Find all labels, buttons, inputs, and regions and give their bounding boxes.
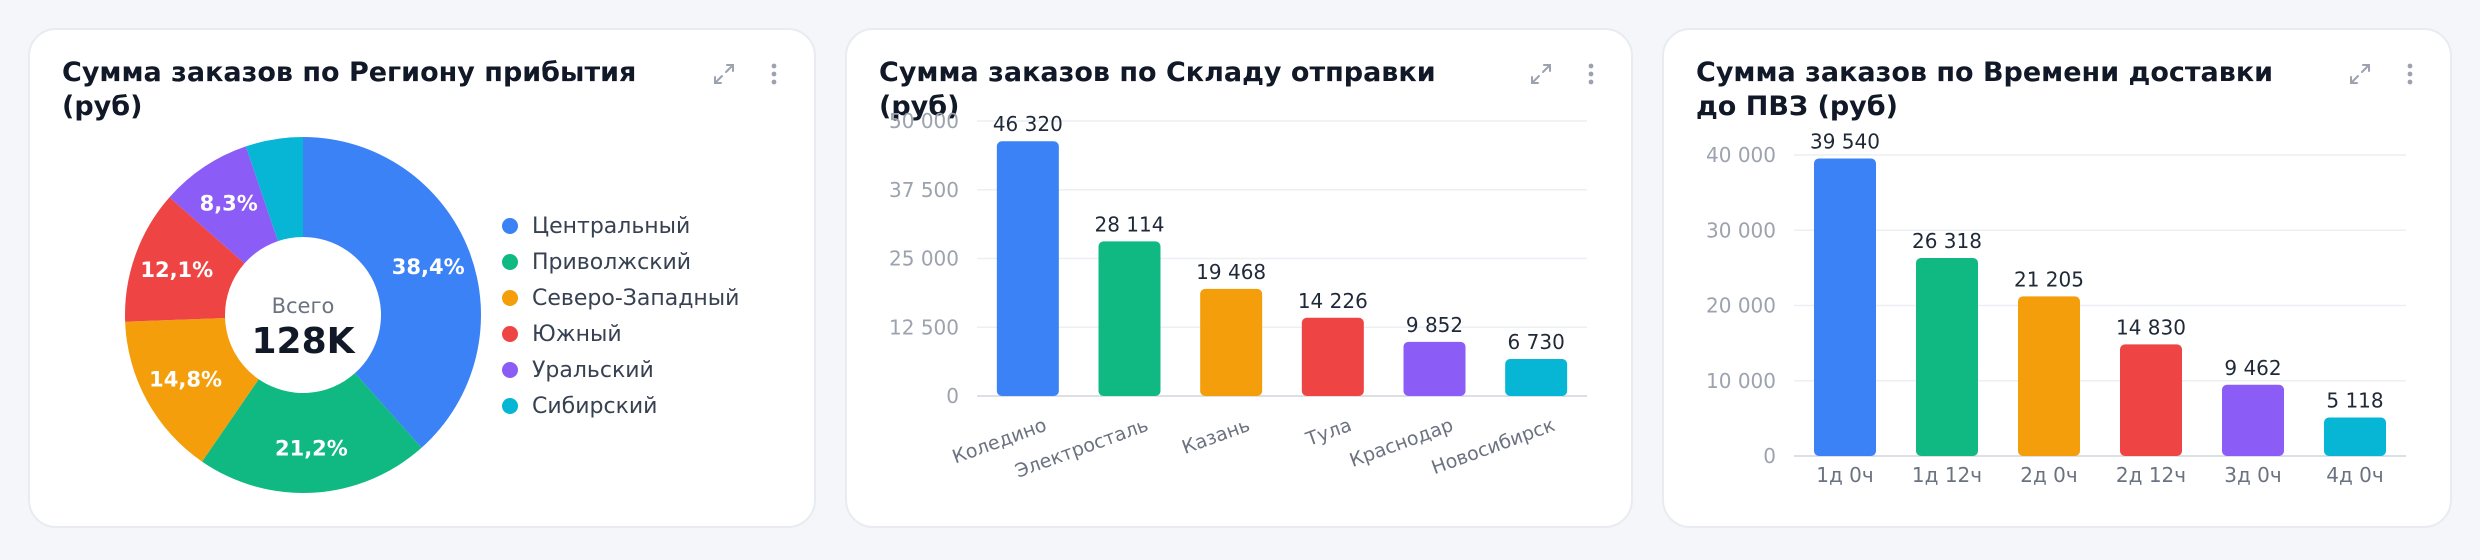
bar[interactable] bbox=[1403, 341, 1466, 396]
chart-legend: Центральный Приволжский Северо-Западный Южн… bbox=[502, 208, 739, 424]
slice-label: 12,1% bbox=[140, 258, 213, 282]
bar-value-label: 26 318 bbox=[1912, 229, 1982, 253]
expand-icon[interactable] bbox=[710, 60, 738, 88]
legend-swatch bbox=[502, 362, 518, 378]
bar[interactable] bbox=[1916, 257, 1978, 456]
donut-slice[interactable] bbox=[202, 373, 422, 493]
x-tick-label: 3д 0ч bbox=[2224, 463, 2281, 487]
legend-item[interactable]: Приволжский bbox=[502, 244, 739, 280]
bar-value-label: 39 540 bbox=[1810, 129, 1880, 153]
bar[interactable] bbox=[1814, 158, 1876, 457]
legend-label: Южный bbox=[532, 321, 622, 347]
bar-value-label: 21 205 bbox=[2014, 267, 2084, 291]
chart-card-region: Сумма заказов по Региону прибытия (руб) … bbox=[28, 28, 816, 528]
legend-swatch bbox=[502, 218, 518, 234]
donut-slice[interactable] bbox=[245, 137, 303, 242]
bar-value-label: 46 320 bbox=[993, 112, 1063, 136]
y-tick-label: 50 000 bbox=[889, 109, 959, 133]
bar[interactable] bbox=[1098, 241, 1161, 396]
bar-value-label: 9 462 bbox=[2224, 356, 2281, 380]
bar-value-label: 28 114 bbox=[1095, 212, 1165, 236]
legend-item[interactable]: Южный bbox=[502, 316, 739, 352]
bar-value-label: 19 468 bbox=[1196, 260, 1266, 284]
y-tick-label: 12 500 bbox=[889, 315, 959, 339]
y-tick-label: 0 bbox=[1763, 444, 1776, 468]
donut-center-label: Всего bbox=[272, 294, 335, 318]
slice-label: 14,8% bbox=[149, 368, 222, 392]
bar[interactable] bbox=[1200, 288, 1263, 396]
x-tick-label: 1д 12ч bbox=[1912, 463, 1982, 487]
legend-swatch bbox=[502, 398, 518, 414]
card-actions bbox=[2346, 60, 2424, 88]
bar[interactable] bbox=[1301, 317, 1364, 396]
chart-card-warehouse: Сумма заказов по Складу отправки (руб) 0… bbox=[845, 28, 1633, 528]
bar[interactable] bbox=[2120, 344, 2182, 456]
y-tick-label: 0 bbox=[946, 384, 959, 408]
y-tick-label: 20 000 bbox=[1706, 294, 1776, 318]
legend-label: Уральский bbox=[532, 357, 654, 383]
y-tick-label: 10 000 bbox=[1706, 369, 1776, 393]
bar-value-label: 6 730 bbox=[1508, 330, 1565, 354]
more-vertical-icon[interactable] bbox=[1577, 60, 1605, 88]
slice-label: 21,2% bbox=[275, 437, 348, 461]
slice-label: 8,3% bbox=[200, 191, 258, 215]
x-tick-label: 1д 0ч bbox=[1816, 463, 1873, 487]
legend-item[interactable]: Северо-Западный bbox=[502, 280, 739, 316]
donut-slice[interactable] bbox=[169, 146, 278, 264]
legend-swatch bbox=[502, 254, 518, 270]
expand-icon[interactable] bbox=[1527, 60, 1555, 88]
chart-card-delivery-time: Сумма заказов по Времени доставки до ПВЗ… bbox=[1662, 28, 2452, 528]
legend-swatch bbox=[502, 326, 518, 342]
donut-slice[interactable] bbox=[125, 197, 245, 322]
slice-label: 38,4% bbox=[392, 255, 465, 279]
legend-label: Северо-Западный bbox=[532, 285, 740, 311]
donut-chart: 38,4% 21,2% 14,8% 12,1% 8,3% Всего 128K bbox=[125, 137, 482, 493]
more-vertical-icon[interactable] bbox=[2396, 60, 2424, 88]
card-actions bbox=[710, 60, 788, 88]
y-tick-label: 25 000 bbox=[889, 247, 959, 271]
bar-value-label: 14 830 bbox=[2116, 315, 2186, 339]
y-tick-label: 40 000 bbox=[1706, 143, 1776, 167]
x-tick-label: 4д 0ч bbox=[2326, 463, 2383, 487]
chart-title: Сумма заказов по Времени доставки до ПВЗ… bbox=[1696, 57, 2274, 122]
bar[interactable] bbox=[1505, 358, 1568, 396]
expand-icon[interactable] bbox=[2346, 60, 2374, 88]
legend-label: Центральный bbox=[532, 213, 691, 239]
bar-chart: 0 10 000 20 000 30 000 40 000 39 540 1д 0ч 26 3… bbox=[1706, 129, 2406, 487]
donut-center-value: 128K bbox=[251, 321, 355, 362]
legend-label: Приволжский bbox=[532, 249, 692, 275]
x-tick-label: 2д 12ч bbox=[2116, 463, 2186, 487]
x-tick-label: Казань bbox=[1179, 414, 1253, 459]
bar-value-label: 5 118 bbox=[2326, 388, 2383, 412]
donut-slice[interactable] bbox=[303, 137, 482, 448]
legend-item[interactable]: Уральский bbox=[502, 352, 739, 388]
legend-item[interactable]: Центральный bbox=[502, 208, 739, 244]
x-tick-label: 2д 0ч bbox=[2020, 463, 2077, 487]
y-tick-label: 37 500 bbox=[889, 178, 959, 202]
y-tick-label: 30 000 bbox=[1706, 218, 1776, 242]
x-tick-label: Тула bbox=[1302, 414, 1354, 451]
legend-swatch bbox=[502, 290, 518, 306]
bar-value-label: 14 226 bbox=[1298, 289, 1368, 313]
bar[interactable] bbox=[2222, 384, 2284, 456]
bar-value-label: 9 852 bbox=[1406, 313, 1463, 337]
chart-title: Сумма заказов по Складу отправки (руб) bbox=[879, 57, 1436, 122]
legend-item[interactable]: Сибирский bbox=[502, 388, 739, 424]
more-vertical-icon[interactable] bbox=[760, 60, 788, 88]
bar[interactable] bbox=[2324, 417, 2386, 456]
chart-title: Сумма заказов по Региону прибытия (руб) bbox=[62, 57, 637, 122]
card-actions bbox=[1527, 60, 1605, 88]
bar[interactable] bbox=[996, 141, 1059, 396]
donut-slice[interactable] bbox=[125, 317, 259, 462]
legend-label: Сибирский bbox=[532, 393, 658, 419]
bar[interactable] bbox=[2018, 296, 2080, 456]
